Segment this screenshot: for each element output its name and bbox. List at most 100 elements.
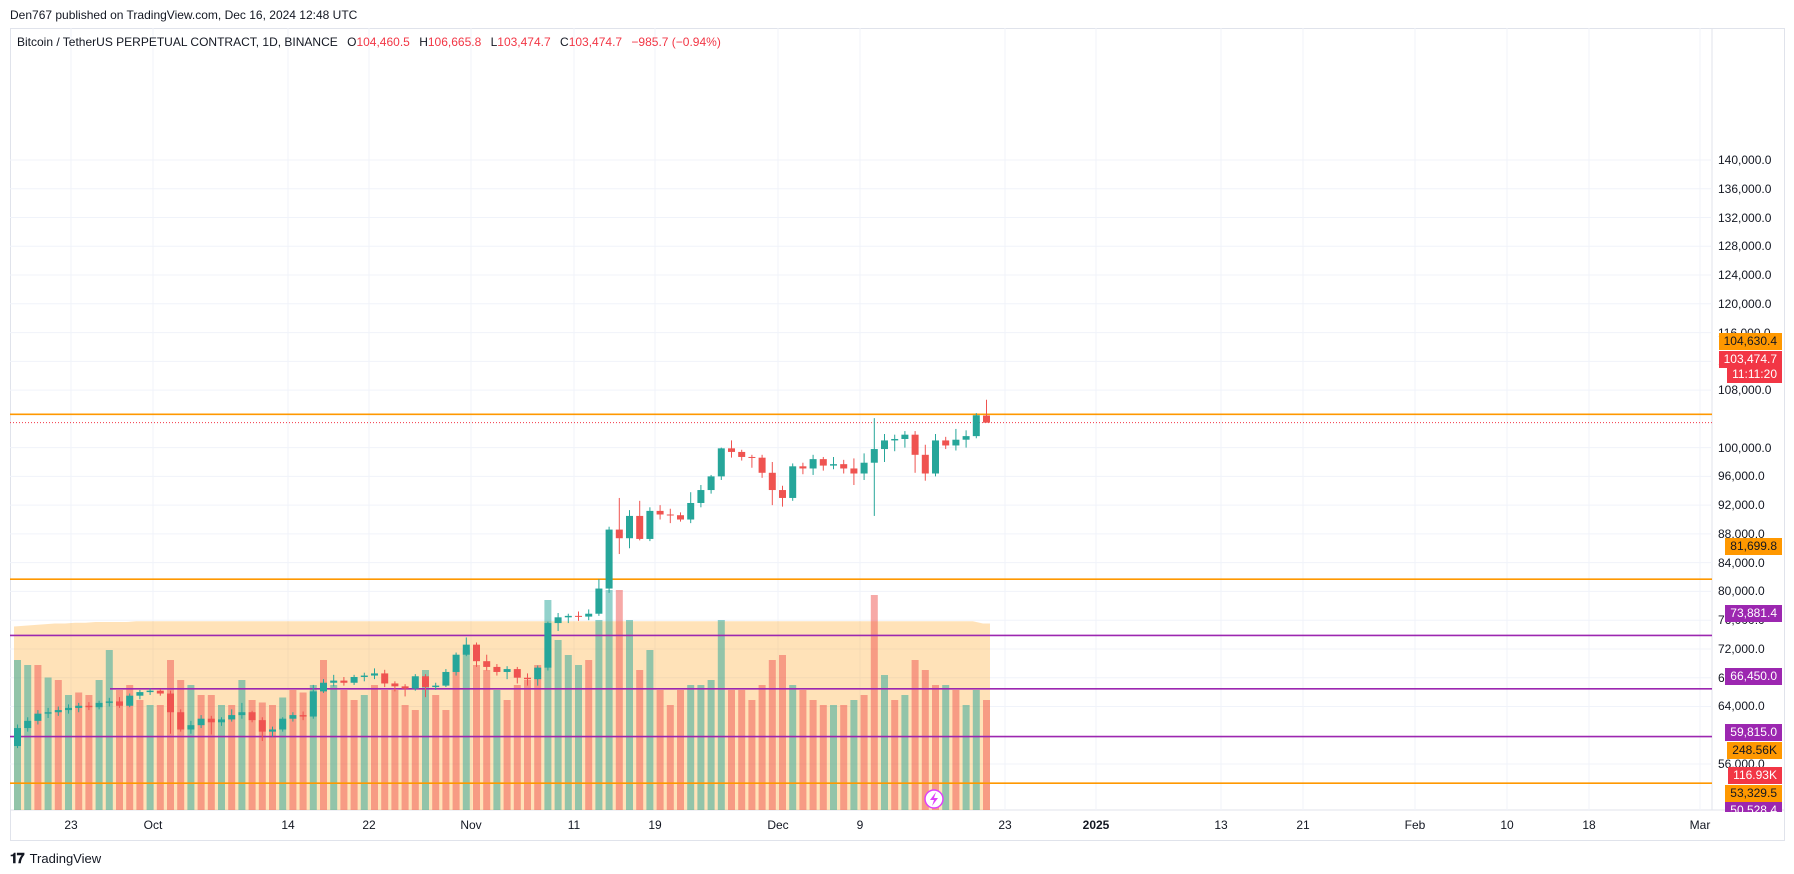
- candle-body: [687, 502, 695, 520]
- candle-body: [646, 510, 654, 539]
- volume-bar: [983, 700, 990, 810]
- volume-bar: [697, 685, 705, 810]
- level-tag-81699: 81,699.8: [1725, 538, 1782, 555]
- footer-brand[interactable]: TradingView: [29, 850, 102, 866]
- volume-bar: [891, 700, 899, 810]
- candle-body: [146, 690, 154, 693]
- volume-bar: [411, 710, 419, 810]
- volume-bar: [177, 680, 185, 810]
- time-tick-label: 21: [1296, 818, 1310, 832]
- candle-body: [819, 459, 827, 466]
- candle-body: [942, 440, 950, 446]
- price-tick-label: 64,000.0: [1718, 699, 1765, 714]
- time-tick-label: 9: [856, 818, 864, 832]
- open-label: O: [347, 35, 357, 49]
- price-tick-label: 136,000.0: [1718, 181, 1772, 196]
- volume-bar: [126, 685, 134, 810]
- candle-body: [248, 712, 256, 721]
- volume-bar: [44, 677, 52, 810]
- volume-bar: [626, 620, 633, 810]
- close-value: 103,474.7: [568, 35, 623, 49]
- candle-body: [534, 667, 542, 680]
- candle-body: [860, 462, 868, 474]
- tradingview-logo-icon[interactable]: 𝟏𝟕: [10, 849, 25, 866]
- volume-bar: [248, 700, 256, 810]
- time-tick-label: 14: [281, 818, 295, 832]
- candle-body: [218, 719, 225, 723]
- volume-bar: [360, 695, 368, 810]
- candle-body: [503, 669, 511, 672]
- candle-body: [901, 434, 909, 439]
- candle-body: [809, 459, 817, 469]
- volume-bar: [309, 685, 317, 810]
- candle-body: [167, 693, 174, 713]
- candle-body: [381, 673, 389, 684]
- symbol-name[interactable]: Bitcoin / TetherUS PERPETUAL CONTRACT, 1…: [17, 35, 338, 49]
- chart-frame[interactable]: [10, 28, 1785, 841]
- volume-bar: [942, 685, 950, 810]
- volume-bar: [850, 700, 858, 810]
- volume-bar: [666, 705, 674, 810]
- volume-bar: [330, 685, 338, 810]
- volume-bar: [442, 710, 450, 810]
- change-value: −985.7 (−0.94%): [631, 35, 721, 49]
- volume-bar: [105, 650, 113, 810]
- volume-bar: [901, 695, 909, 810]
- candle-body: [605, 529, 613, 589]
- candle-body: [850, 468, 858, 474]
- candle-body: [75, 705, 83, 708]
- countdown-tag: 11:11:20: [1727, 366, 1782, 383]
- last-price-tag: 103,474.7: [1718, 351, 1782, 368]
- volume-bar: [197, 695, 205, 810]
- candle-body: [411, 676, 419, 689]
- volume-bar: [75, 692, 83, 810]
- volume-bar: [269, 705, 276, 810]
- time-tick-label: 22: [362, 818, 376, 832]
- candle-body: [330, 680, 338, 683]
- low-label: L: [490, 35, 498, 49]
- volume-bar: [585, 660, 593, 810]
- volume-bar: [156, 705, 164, 810]
- volume-bar: [646, 650, 654, 810]
- candle-body: [320, 682, 327, 692]
- time-tick-label: Oct: [143, 818, 163, 832]
- volume-bar: [840, 705, 848, 810]
- volume-bar: [371, 685, 378, 810]
- volume-bar: [860, 695, 868, 810]
- volume-bar: [85, 695, 93, 810]
- volume-bar: [187, 685, 195, 810]
- volume-bar: [717, 620, 725, 810]
- volume-bar: [656, 690, 664, 810]
- volume-bar: [167, 660, 174, 810]
- candle-body: [360, 675, 368, 677]
- price-tick-label: 132,000.0: [1718, 210, 1772, 225]
- candle-body: [738, 451, 746, 457]
- candle-body: [401, 686, 409, 689]
- level-tag-59815: 59,815.0: [1725, 724, 1782, 741]
- level-tag-50528: 50,528.4: [1725, 802, 1782, 812]
- price-tick-label: 88,000.0: [1718, 526, 1765, 541]
- candle-body: [799, 466, 807, 469]
- candle-body: [513, 669, 521, 678]
- candle-body: [952, 439, 960, 446]
- candle-body: [371, 673, 378, 676]
- candle-body: [258, 720, 266, 732]
- candle-body: [554, 617, 562, 624]
- candle-body: [422, 676, 429, 688]
- candle-body: [544, 623, 552, 668]
- price-tick-label: 80,000.0: [1718, 584, 1765, 599]
- price-tick-label: 96,000.0: [1718, 469, 1765, 484]
- candle-body: [24, 720, 32, 729]
- time-tick-label: 18: [1582, 818, 1596, 832]
- candle-body: [95, 702, 103, 708]
- price-tick-label: 72,000.0: [1718, 641, 1765, 656]
- volume-bar: [524, 680, 531, 810]
- volume-bar: [870, 595, 878, 810]
- volume-bar: [34, 665, 42, 810]
- candle-body: [758, 457, 766, 473]
- candle-body: [187, 725, 195, 730]
- candle-body: [34, 713, 42, 721]
- volume-bar: [432, 695, 440, 810]
- candle-body: [921, 454, 929, 474]
